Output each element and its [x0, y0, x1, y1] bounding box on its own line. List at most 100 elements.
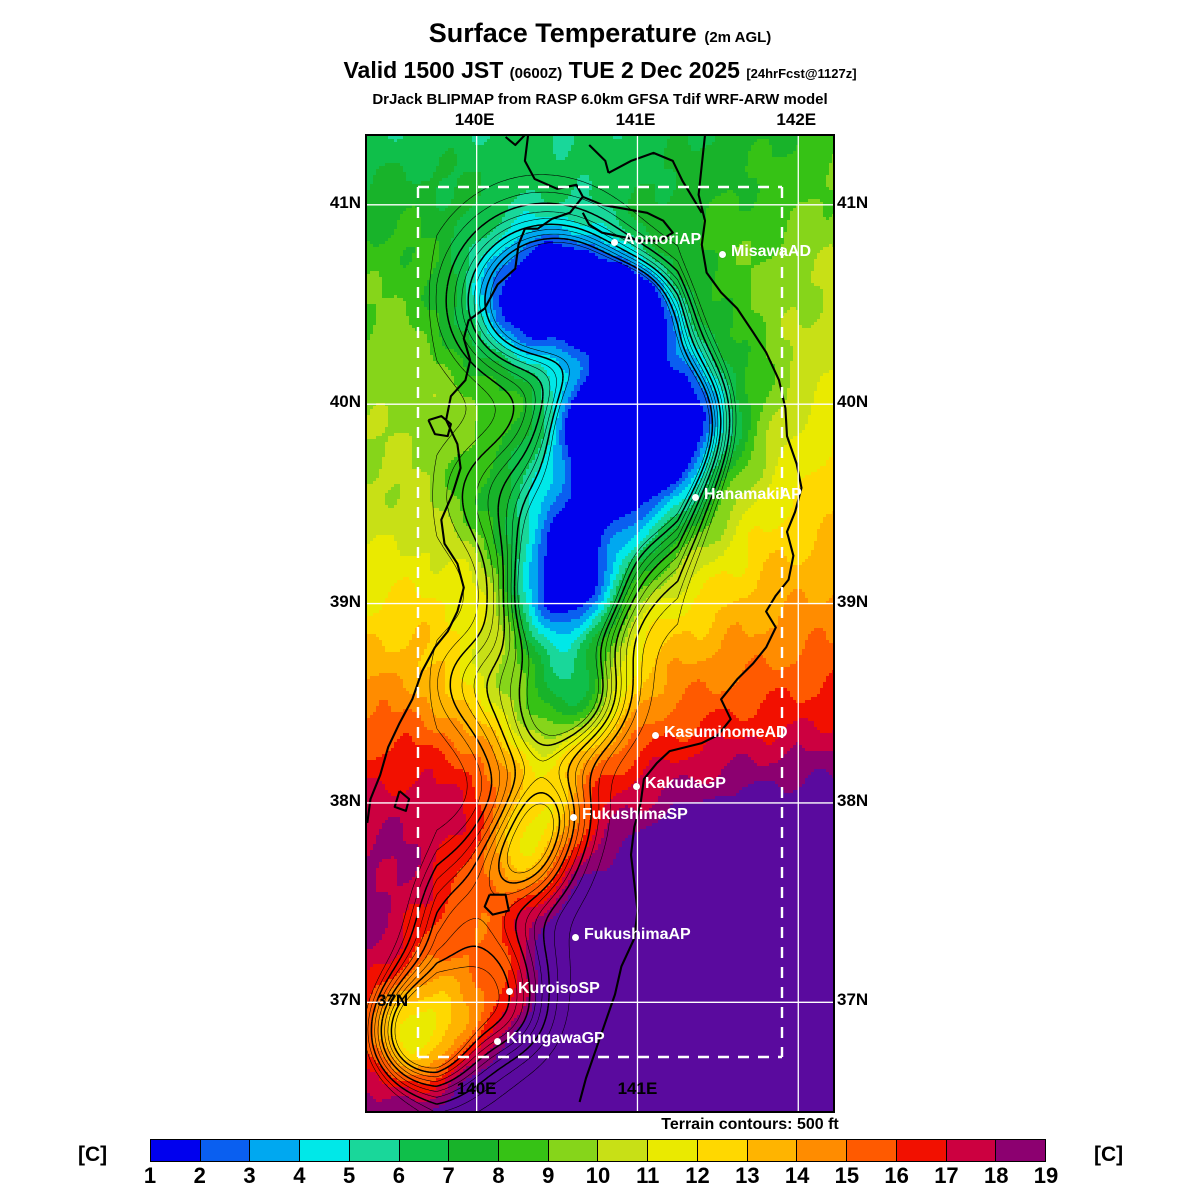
colorbar-swatches[interactable] — [150, 1139, 1046, 1162]
terrain-contour — [394, 242, 710, 1069]
station-dot-icon — [632, 782, 640, 790]
station-label: KakudaGP — [645, 775, 726, 793]
title-sub: (2m AGL) — [704, 29, 771, 46]
map-gridlines-overlay — [367, 136, 833, 1111]
colorbar-segment — [797, 1140, 848, 1161]
colorbar-legend: [C] [C] 1 2 3 4 5 6 7 8 9 10 11 12 13 14 15 16 17 18 19 — [0, 1139, 1200, 1194]
lon-label-top: 141E — [607, 110, 663, 130]
terrain-contour — [377, 218, 724, 1092]
station-label: AomoriAP — [623, 231, 701, 249]
lon-label-top: 140E — [447, 110, 503, 130]
colorbar-tick: 3 — [243, 1163, 255, 1189]
station-dot-icon — [718, 250, 726, 258]
lat-label-inside-37n: 37N — [377, 991, 408, 1011]
temperature-map[interactable]: AomoriAP MisawaAD HanamakiAP KasuminomeAD Ka… — [365, 134, 835, 1113]
lat-label-left: 40N — [317, 392, 361, 412]
lat-label-left: 39N — [317, 592, 361, 612]
colorbar-segment — [747, 1140, 798, 1161]
colorbar-segment — [499, 1140, 549, 1161]
colorbar-segment — [697, 1140, 748, 1161]
colorbar-tick: 6 — [393, 1163, 405, 1189]
colorbar-segment — [996, 1140, 1045, 1161]
station-label: KasuminomeAD — [664, 724, 788, 742]
station-dot-icon — [493, 1037, 501, 1045]
lat-label-right: 39N — [837, 592, 881, 612]
lat-label-left: 38N — [317, 791, 361, 811]
colorbar-tick-labels: 1 2 3 4 5 6 7 8 9 10 11 12 13 14 15 16 17 18 19 — [144, 1163, 1058, 1193]
valid-utc: (0600Z) — [510, 65, 563, 82]
colorbar-tick: 1 — [144, 1163, 156, 1189]
colorbar-tick: 12 — [685, 1163, 709, 1189]
lon-label-bottom: 140E — [449, 1079, 505, 1099]
page-title: Surface Temperature (2m AGL) — [0, 18, 1200, 53]
valid-date: TUE 2 Dec 2025 — [569, 57, 740, 83]
colorbar-tick: 2 — [194, 1163, 206, 1189]
station-dot-icon — [691, 493, 699, 501]
valid-time: Valid 1500 JST — [343, 57, 503, 83]
colorbar-tick: 16 — [884, 1163, 908, 1189]
colorbar-tick: 5 — [343, 1163, 355, 1189]
lat-label-right: 40N — [837, 392, 881, 412]
colorbar-tick: 8 — [492, 1163, 504, 1189]
lon-label-top: 142E — [768, 110, 824, 130]
station-label: MisawaAD — [731, 243, 811, 261]
colorbar-segment — [946, 1140, 997, 1161]
colorbar-segment — [548, 1140, 599, 1161]
terrain-contour — [367, 191, 734, 1111]
colorbar-tick: 10 — [586, 1163, 610, 1189]
colorbar-tick: 4 — [293, 1163, 305, 1189]
terrain-contour — [384, 229, 719, 1082]
terrain-contour — [374, 211, 727, 1098]
station-label: FukushimaAP — [584, 926, 691, 944]
terrain-contour — [387, 233, 716, 1078]
colorbar-tick: 19 — [1034, 1163, 1058, 1189]
colorbar-segment — [349, 1140, 400, 1161]
forecast-stamp: [24hrFcst@1127z] — [746, 66, 856, 81]
colorbar-tick: 14 — [785, 1163, 809, 1189]
coastline — [367, 136, 803, 1103]
colorbar-segment — [598, 1140, 649, 1161]
lat-label-left: 41N — [317, 193, 361, 213]
colorbar-segment — [200, 1140, 251, 1161]
unit-label-right: [C] — [1094, 1143, 1123, 1167]
lat-label-right: 38N — [837, 791, 881, 811]
terrain-contour — [390, 237, 714, 1074]
colorbar-tick: 7 — [443, 1163, 455, 1189]
station-label: FukushimaSP — [582, 806, 688, 824]
lat-label-left: 37N — [317, 990, 361, 1010]
colorbar-segment — [896, 1140, 947, 1161]
model-line: DrJack BLIPMAP from RASP 6.0km GFSA Tdif… — [0, 90, 1200, 110]
terrain-contour — [367, 174, 737, 1111]
station-dot-icon — [571, 933, 579, 941]
station-dot-icon — [610, 238, 618, 246]
colorbar-segment — [151, 1140, 201, 1161]
lat-label-right: 37N — [837, 990, 881, 1010]
station-dot-icon — [651, 731, 659, 739]
terrain-contour — [380, 223, 722, 1087]
station-label: KinugawaGP — [506, 1030, 605, 1048]
valid-line: Valid 1500 JST (0600Z) TUE 2 Dec 2025 [2… — [0, 55, 1200, 89]
station-label: KuroisoSP — [518, 980, 600, 998]
lon-label-bottom: 141E — [609, 1079, 665, 1099]
colorbar-tick: 13 — [735, 1163, 759, 1189]
temperature-field — [367, 136, 833, 1111]
colorbar-tick: 9 — [542, 1163, 554, 1189]
title-main: Surface Temperature — [429, 18, 697, 48]
colorbar-segment — [399, 1140, 450, 1161]
colorbar-tick: 17 — [934, 1163, 958, 1189]
colorbar-segment — [300, 1140, 350, 1161]
colorbar-tick: 18 — [984, 1163, 1008, 1189]
station-dot-icon — [505, 987, 513, 995]
colorbar-segment — [847, 1140, 897, 1161]
colorbar-tick: 11 — [636, 1163, 659, 1189]
colorbar-segment — [449, 1140, 500, 1161]
colorbar-segment — [648, 1140, 698, 1161]
colorbar-segment — [250, 1140, 301, 1161]
colorbar-tick: 15 — [835, 1163, 859, 1189]
lat-label-right: 41N — [837, 193, 881, 213]
station-dot-icon — [569, 813, 577, 821]
title-block: Surface Temperature (2m AGL) Valid 1500 … — [0, 18, 1200, 110]
terrain-contour-note: Terrain contours: 500 ft — [620, 1116, 880, 1134]
station-label: HanamakiAP — [704, 486, 802, 504]
unit-label-left: [C] — [78, 1143, 107, 1167]
